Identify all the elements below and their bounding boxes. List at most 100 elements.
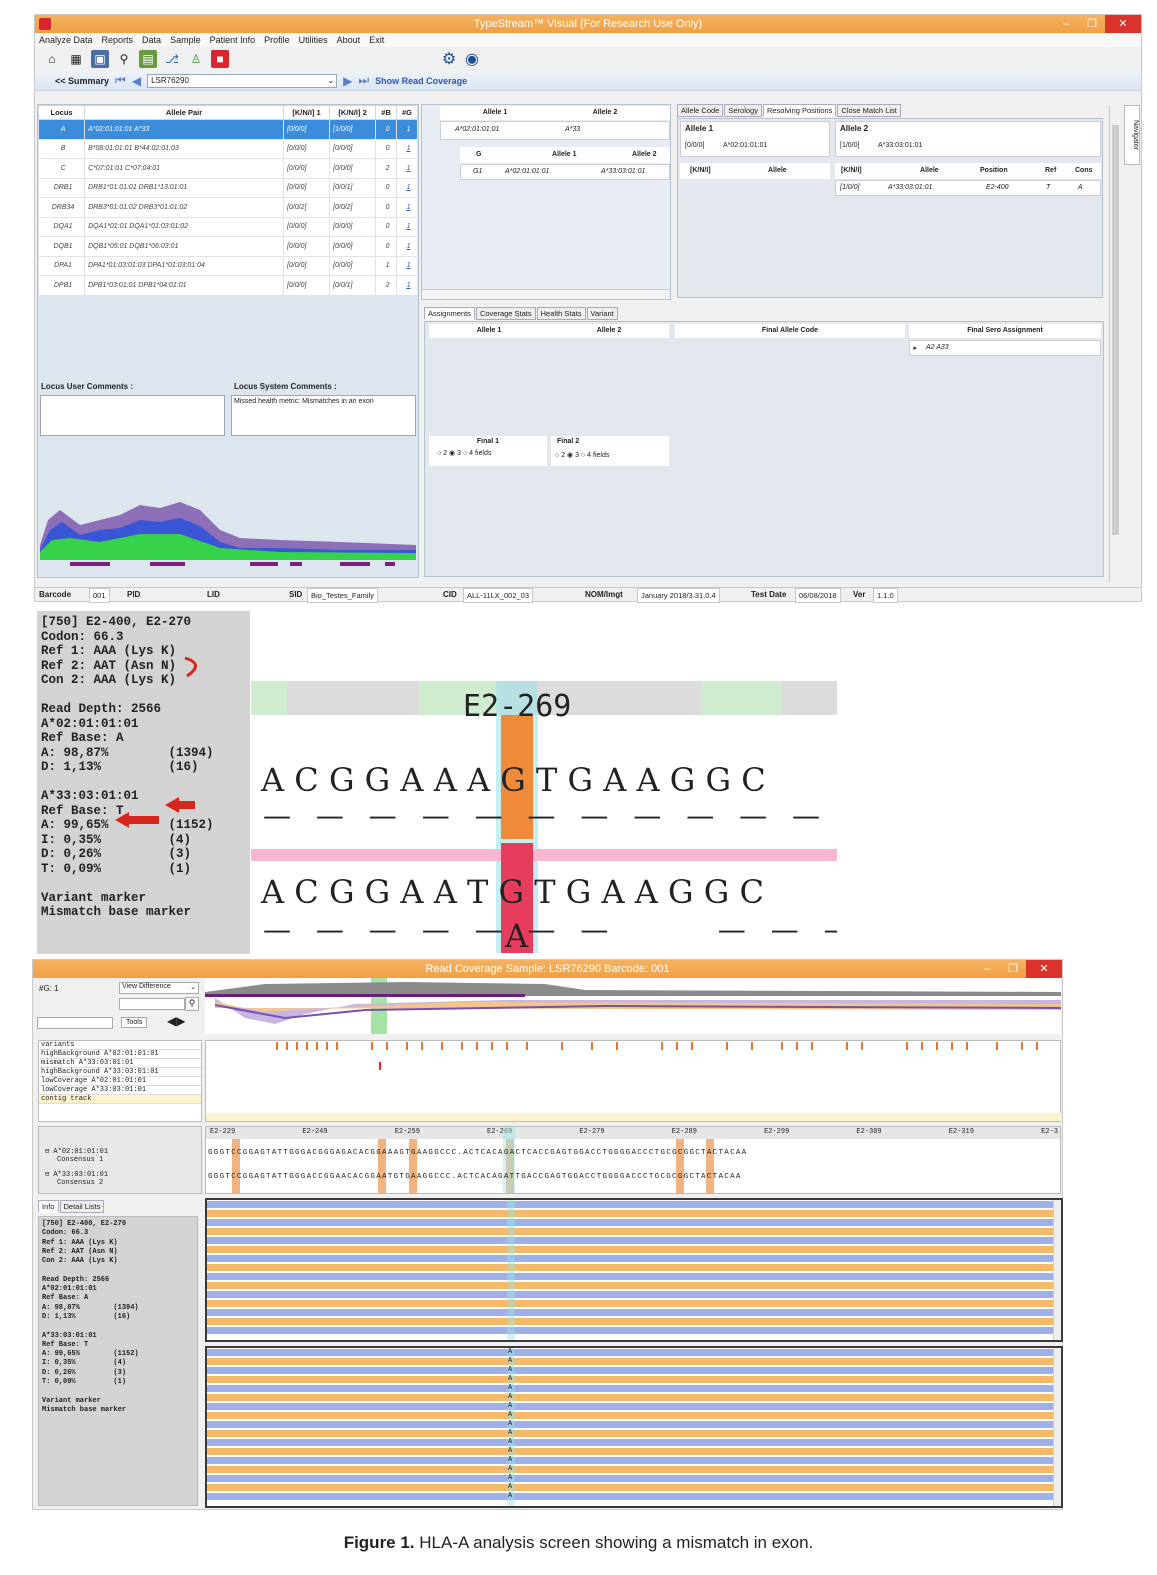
navigator-tab[interactable]: Navigator [1124,105,1140,165]
save-icon[interactable]: ▣ [91,50,109,68]
table-cell[interactable]: 1 [396,197,418,218]
tab-close-match-list[interactable]: Close Match List [837,104,901,117]
final1-radio-2[interactable]: ○ 2 [437,450,448,457]
track-label[interactable]: contig track [39,1095,201,1104]
tab-coverage-stats[interactable]: Coverage Stats [475,307,536,320]
locus-system-comments-box[interactable]: Missed health metric: Mismatches in an e… [231,395,416,436]
scrollbar-thumb[interactable] [1112,125,1119,535]
close-button[interactable]: ✕ [1105,15,1141,33]
g-row-g[interactable]: G1 [473,168,483,175]
tab-resolving-positions[interactable]: Resolving Positions [762,104,837,117]
final1-radio-4[interactable]: ○ 4 fields [462,450,492,457]
table-row[interactable]: DRB1 DRB1*01:01:01 DRB1*13:01:01 [0/0/0] [0… [37,177,418,198]
minimize-button-2[interactable]: – [983,963,991,975]
final2-radio-2[interactable]: ○ 2 [555,452,566,459]
resolving-row[interactable]: [1/0/0] A*33:03:01:01 E2-400 T A [835,180,1101,196]
next-record-icon[interactable]: ▶ [343,73,353,88]
tab-health-stats[interactable]: Health Stats [536,307,586,320]
grid-icon[interactable]: ▤ [139,50,157,68]
col-kni-2[interactable]: [K/N/I] 2 [329,105,377,120]
sample-combo[interactable]: LSR76290 ⌄ [147,73,338,88]
g-row-allele2[interactable]: A*33:03:01:01 [601,168,646,175]
search-field[interactable] [119,998,185,1010]
table-row[interactable]: DPA1 DPA1*01:03:01:03 DPA1*01:03:01:04 [0/… [37,255,418,276]
expand-icon[interactable]: ⊟ [45,1148,50,1156]
last-record-icon[interactable]: ⏭ [358,73,370,87]
menu-sample[interactable]: Sample [170,35,201,45]
user-circle-icon[interactable]: ◉ [465,51,479,68]
col-kni-1[interactable]: [K/N/I] 1 [282,105,331,120]
maximize-button-2[interactable]: ❐ [1008,963,1018,975]
tools-button[interactable]: Tools [121,1017,148,1028]
track-label[interactable]: variants [39,1041,201,1050]
table-cell[interactable]: 1 [396,158,418,179]
col-locus[interactable]: Locus [37,105,86,120]
allele1-value[interactable]: A*02:01:01:01 [455,126,500,133]
table-row[interactable]: B B*08:01:01:01 B*44:02:01:03 [0/0/0] [0/0/… [37,138,418,159]
table-row[interactable]: DPB1 DPB1*03:01:01 DPB1*04:01:01 [0/0/0] [0… [37,275,418,296]
final2-radio-4[interactable]: ○ 4 fields [580,452,610,459]
view-mode-select[interactable]: View Difference ⌄ [119,982,199,994]
home-icon[interactable]: ⌂ [48,52,56,66]
table-row[interactable]: DRB34 DRB3*01:01:02 DRB3*01:01:02 [0/0/2][… [37,197,418,218]
final2-radio-3[interactable]: ◉ 3 [567,452,580,459]
menu-profile[interactable]: Profile [264,35,290,45]
tab-info[interactable]: Info [38,1200,59,1213]
menu-analyze-data[interactable]: Analyze Data [39,35,93,45]
gear-icon[interactable]: ⚙ [441,51,457,68]
chevron-down-icon[interactable]: ⌄ [190,984,196,991]
table-row[interactable]: C C*07:01:01 C*07:04:01 [0/0/0] [0/0/0] 2 1 [37,158,418,179]
network-icon[interactable]: ⎇ [165,52,179,66]
track-label[interactable]: highBackground A*33:03:01:01 [39,1068,201,1077]
table-cell[interactable]: 1 [396,255,418,276]
summary-link[interactable]: << Summary [55,75,110,86]
chevron-down-icon[interactable]: ⌄ [327,75,335,85]
table-cell[interactable]: 1 [396,216,418,237]
g-row-allele1[interactable]: A*02:01:01:01 [505,168,550,175]
menu-exit[interactable]: Exit [369,35,385,45]
menu-about[interactable]: About [336,35,361,45]
col-allele-pair[interactable]: Allele Pair [84,105,284,120]
tab-variant[interactable]: Variant [586,307,618,320]
first-record-icon[interactable]: ⏮ [115,73,126,87]
menu-reports[interactable]: Reports [101,35,134,45]
final-sero-value-row[interactable]: ▸ A2 A33 [909,340,1101,356]
track-label[interactable]: highBackground A*02:01:01:01 [39,1050,201,1059]
prev-record-icon[interactable]: ◀ [131,73,142,88]
horizontal-slider[interactable] [37,1017,113,1029]
show-read-coverage-link[interactable]: Show Read Coverage [375,75,468,86]
building-icon[interactable]: ▦ [70,52,82,66]
tab-assignments[interactable]: Assignments [424,307,475,320]
search-icon[interactable]: ⚲ [119,52,129,66]
track-label[interactable]: lowCoverage A*02:01:01:01 [39,1077,201,1086]
table-cell[interactable]: 1 [396,177,418,198]
maximize-button[interactable]: ❐ [1087,18,1097,30]
locus-user-comments-box[interactable] [40,395,225,436]
allele-scrollbar[interactable] [422,289,670,299]
table-row[interactable]: DQA1 DQA1*01:01 DQA1*01:03:01:02 [0/0/0] [0… [37,216,418,237]
expand-icon[interactable]: ⊟ [45,1171,50,1179]
table-row[interactable]: A A*02:01:01:01 A*33 [0/0/0] [1/0/0] 0 1 [37,119,418,140]
menu-data[interactable]: Data [142,35,162,45]
menu-utilities[interactable]: Utilities [298,35,328,45]
table-cell[interactable]: 1 [396,119,418,140]
minimize-button[interactable]: – [1062,18,1070,30]
final1-radio-3[interactable]: ◉ 3 [449,450,462,457]
col-b[interactable]: #B [375,105,398,120]
close-button-2[interactable]: ✕ [1026,960,1062,978]
reads-scrollbar[interactable] [1053,1348,1061,1506]
table-cell[interactable]: 1 [396,236,418,257]
tab-allele-code[interactable]: Allele Code [677,104,724,117]
nav-arrows-icon[interactable]: ◀▶ [167,1014,186,1028]
reads-scrollbar[interactable] [1053,1200,1061,1340]
table-cell[interactable]: 1 [396,138,418,159]
menu-patient-info[interactable]: Patient Info [209,35,256,45]
main-scrollbar[interactable] [1109,105,1121,583]
search-icon[interactable]: ⚲ [185,997,199,1011]
col-g[interactable]: #G [396,105,418,120]
track-label[interactable]: lowCoverage A*33:03:01:01 [39,1086,201,1095]
table-cell[interactable]: 1 [396,275,418,296]
flag-icon[interactable]: ■ [211,50,229,68]
allele2-value[interactable]: A*33 [565,126,581,133]
tab-serology[interactable]: Serology [724,104,762,117]
